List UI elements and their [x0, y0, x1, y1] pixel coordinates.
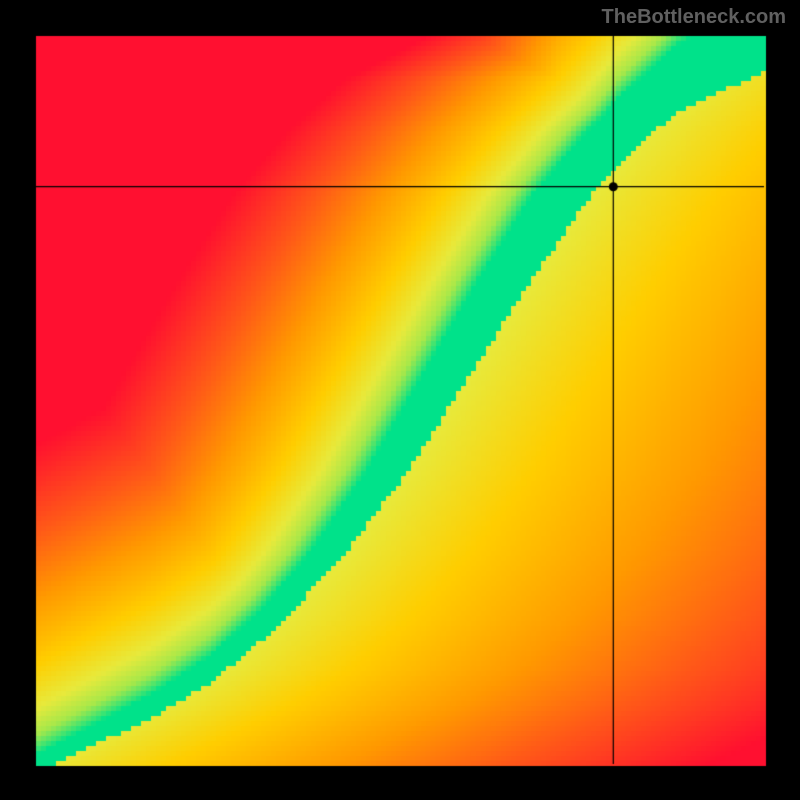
watermark-text: TheBottleneck.com: [602, 6, 786, 29]
bottleneck-heatmap: [0, 0, 800, 800]
chart-container: TheBottleneck.com: [0, 0, 800, 800]
